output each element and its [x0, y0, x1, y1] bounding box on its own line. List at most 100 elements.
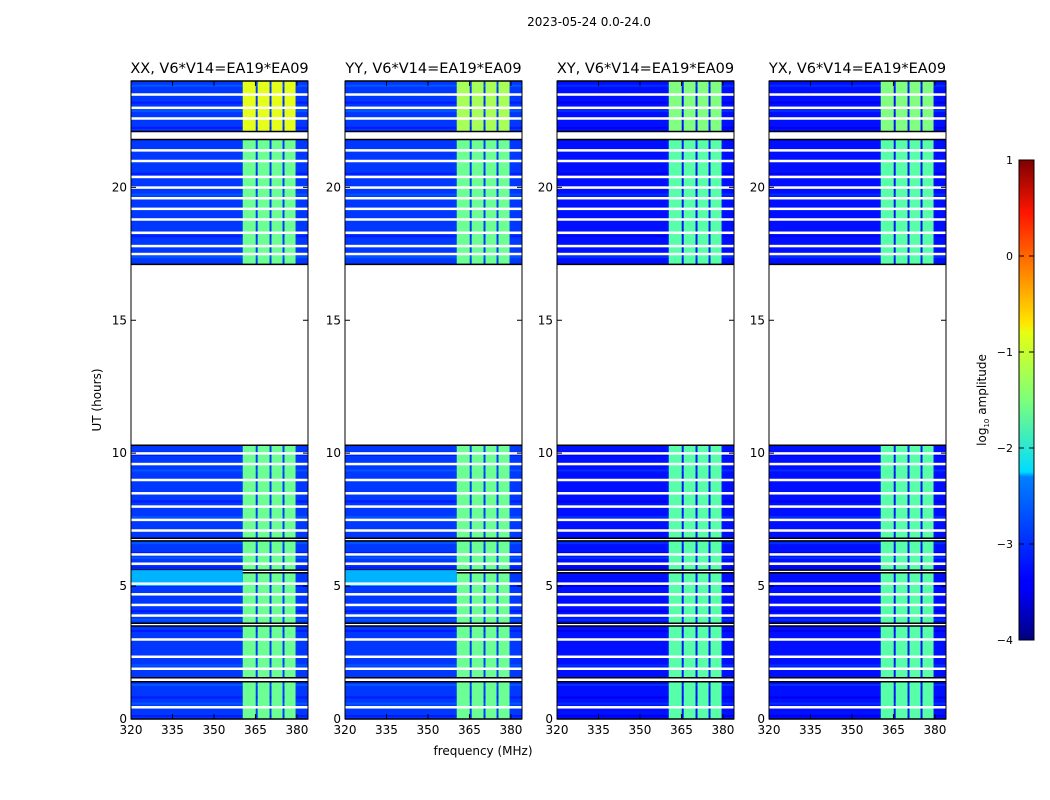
rfi-channel-block [498, 572, 510, 624]
colorbar-label: log10 amplitude [975, 354, 991, 446]
flagged-line [131, 207, 308, 211]
y-tick-label: 20 [326, 180, 341, 194]
noise-stripe [769, 515, 946, 518]
noise-stripe [345, 702, 522, 705]
noise-stripe [557, 531, 734, 534]
rfi-channel-block [257, 445, 270, 539]
flagged-line [345, 117, 522, 120]
rfi-channel-block [485, 681, 497, 719]
rfi-channel-block [697, 681, 709, 719]
noise-stripe [769, 584, 946, 587]
x-tick-label: 350 [841, 723, 864, 737]
x-tick-label: 335 [587, 723, 610, 737]
noise-stripe [131, 556, 308, 559]
noise-stripe [131, 708, 308, 711]
noise-stripe [557, 690, 734, 693]
rfi-channel-block [922, 625, 934, 678]
flagged-line [131, 614, 308, 617]
x-tick-label: 335 [799, 723, 822, 737]
flagged-line [769, 667, 946, 670]
rfi-channel-block [271, 139, 283, 265]
noise-stripe [769, 542, 946, 545]
flagged-line [131, 252, 308, 256]
rfi-channel-block [284, 681, 296, 719]
flagged-line [769, 614, 946, 617]
rfi-channel-block [257, 572, 270, 624]
y-axis-label: UT (hours) [90, 368, 104, 431]
noise-stripe [769, 214, 946, 217]
noise-stripe [557, 172, 734, 175]
flagged-line [131, 186, 308, 189]
x-tick-label: 335 [375, 723, 398, 737]
noise-stripe [345, 673, 522, 676]
rfi-channel-block [710, 139, 722, 265]
noise-stripe [557, 235, 734, 238]
noise-stripe [131, 531, 308, 534]
flagged-line [345, 562, 522, 565]
rfi-channel-block [471, 445, 484, 539]
rfi-channel-block [242, 625, 256, 678]
noise-stripe [769, 556, 946, 559]
noise-stripe [345, 214, 522, 217]
flagged-line [557, 149, 734, 152]
x-tick-label: 365 [882, 723, 905, 737]
rfi-channel-block [683, 625, 696, 678]
rfi-channel-block [922, 572, 934, 624]
noise-stripe [131, 172, 308, 175]
noise-stripe [769, 453, 946, 456]
y-tick-label: 10 [538, 446, 553, 460]
flagged-line [131, 159, 308, 163]
noise-stripe [557, 110, 734, 113]
flagged-line [131, 655, 308, 659]
flagged-line [769, 452, 946, 455]
noise-stripe [769, 601, 946, 604]
flagged-line [131, 149, 308, 152]
noise-stripe [769, 702, 946, 705]
rfi-channel-block [271, 445, 283, 539]
colorbar-tick-label: −4 [997, 634, 1013, 647]
rfi-channel-block [697, 81, 709, 132]
flagged-line [345, 207, 522, 211]
noise-stripe [557, 453, 734, 456]
noise-stripe [345, 469, 522, 472]
noise-stripe [769, 101, 946, 104]
noise-stripe [557, 647, 734, 650]
noise-stripe [131, 484, 308, 487]
rfi-channel-block [257, 81, 270, 132]
flagged-line [557, 562, 734, 565]
rfi-channel-block [271, 81, 283, 132]
y-tick-label: 10 [112, 446, 127, 460]
rfi-channel-block [485, 139, 497, 265]
noise-stripe [345, 484, 522, 487]
rfi-channel-block [485, 572, 497, 624]
flagged-line [345, 518, 522, 522]
noise-stripe [131, 683, 308, 686]
flagged-line [345, 603, 522, 607]
noise-stripe [769, 576, 946, 579]
noise-stripe [557, 683, 734, 686]
flagged-line [131, 452, 308, 455]
flagged-line [131, 553, 308, 556]
noise-stripe [345, 618, 522, 621]
flagged-line [345, 186, 522, 189]
rfi-channel-block [683, 445, 696, 539]
noise-stripe [557, 610, 734, 613]
noise-stripe [131, 469, 308, 472]
rfi-channel-block [683, 139, 696, 265]
panel-title: XY, V6*V14=EA19*EA09 [557, 61, 734, 77]
flagged-line [131, 478, 308, 482]
rfi-channel-block [668, 445, 682, 539]
flagged-line [557, 593, 734, 596]
panels: XX, V6*V14=EA19*EA09 320 335 350 365 380 0 5 10 1… [112, 61, 947, 737]
noise-stripe [769, 566, 946, 569]
x-tick-label: 350 [203, 723, 226, 737]
x-tick-label: 365 [458, 723, 481, 737]
noise-stripe [131, 647, 308, 650]
rfi-channel-block [880, 625, 894, 678]
flagged-line [345, 478, 522, 482]
rfi-channel-block [242, 445, 256, 539]
flagged-line [769, 638, 946, 641]
flagged-line [557, 93, 734, 96]
rfi-channel-block [683, 681, 696, 719]
